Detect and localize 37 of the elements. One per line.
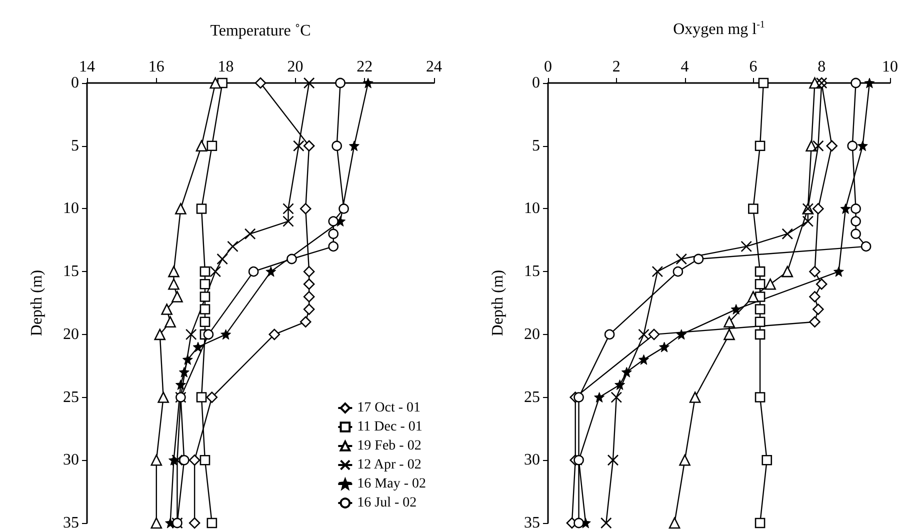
x-tick-label: 14 [79,58,95,76]
y-tick-label: 10 [524,200,540,218]
x-tick-label: 4 [680,58,689,76]
y-tick-label: 5 [532,137,540,154]
legend-label: 12 Apr - 02 [357,458,422,472]
x-tick-label: 20 [287,58,304,76]
y-tick-label: 25 [524,388,540,406]
x-tick-label: 6 [749,58,758,76]
y-tick-label: 10 [63,200,79,218]
y-tick-label: 20 [63,326,79,343]
y-tick-label: 30 [524,452,540,469]
x-tick-label: 24 [426,58,442,76]
y-tick-label: 25 [63,388,79,406]
y-tick-label: 0 [532,74,540,92]
x-tick-label: 8 [818,58,826,76]
x-tick-label: 22 [356,58,373,76]
y-axis-title: Depth (m) [28,270,46,336]
y-tick-label: 30 [63,452,79,469]
y-tick-label: 0 [71,74,79,92]
legend-label: 16 Jul - 02 [357,496,417,510]
legend-label: 17 Oct - 01 [357,400,421,416]
legend-label: 19 Feb - 02 [357,438,422,454]
legend-label: 11 Dec - 01 [357,420,422,434]
x-tick-label: 10 [882,58,898,76]
y-axis-title: Depth (m) [490,270,506,336]
y-tick-label: 5 [71,137,79,154]
x-tick-label: 2 [612,58,620,76]
x-tick-label: 16 [148,58,164,76]
y-tick-label: 35 [524,514,540,531]
x-tick-label: 0 [544,58,552,76]
y-tick-label: 15 [63,263,79,280]
legend-label: 16 May - 02 [357,476,426,492]
y-tick-label: 20 [524,326,540,343]
y-tick-label: 15 [524,263,540,280]
x-axis-title: Temperature ˚C [210,22,311,40]
x-tick-label: 18 [218,58,234,76]
y-tick-label: 35 [63,514,79,531]
